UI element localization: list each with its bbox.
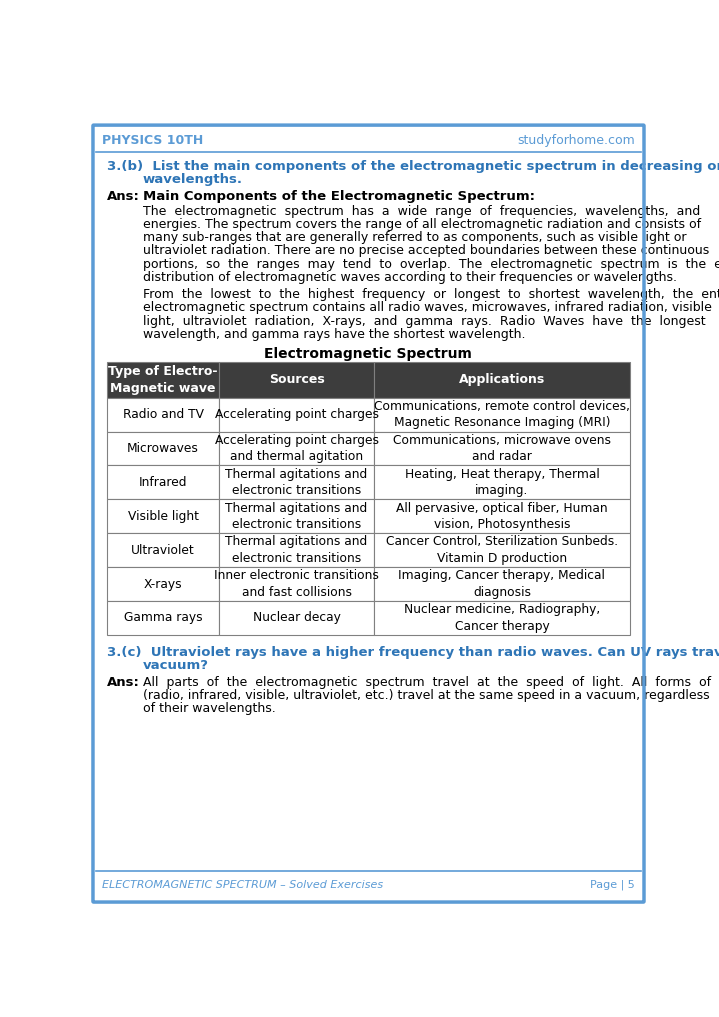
Bar bbox=[107, 499, 219, 533]
Text: electromagnetic spectrum contains all radio waves, microwaves, infrared radiatio: electromagnetic spectrum contains all ra… bbox=[142, 301, 711, 314]
Bar bbox=[374, 567, 630, 601]
Text: Radio and TV: Radio and TV bbox=[123, 408, 203, 421]
Text: Ultraviolet: Ultraviolet bbox=[132, 544, 195, 556]
Text: (radio, infrared, visible, ultraviolet, etc.) travel at the same speed in a vacu: (radio, infrared, visible, ultraviolet, … bbox=[142, 689, 709, 702]
Bar bbox=[374, 533, 630, 567]
Bar bbox=[219, 567, 374, 601]
Text: Visible light: Visible light bbox=[128, 510, 198, 523]
Text: ELECTROMAGNETIC SPECTRUM – Solved Exercises: ELECTROMAGNETIC SPECTRUM – Solved Exerci… bbox=[102, 880, 383, 890]
Bar bbox=[107, 362, 219, 398]
Text: Thermal agitations and
electronic transitions: Thermal agitations and electronic transi… bbox=[226, 468, 367, 497]
Bar bbox=[107, 431, 219, 466]
Text: energies. The spectrum covers the range of all electromagnetic radiation and con: energies. The spectrum covers the range … bbox=[142, 219, 701, 231]
Bar bbox=[107, 533, 219, 567]
Text: Heating, Heat therapy, Thermal
imaging.: Heating, Heat therapy, Thermal imaging. bbox=[405, 468, 599, 497]
Text: Page | 5: Page | 5 bbox=[590, 880, 635, 890]
Text: studyforhome.com: studyforhome.com bbox=[517, 134, 635, 147]
Text: Ans:: Ans: bbox=[107, 190, 139, 202]
Text: Nuclear medicine, Radiography,
Cancer therapy: Nuclear medicine, Radiography, Cancer th… bbox=[404, 603, 600, 633]
Bar bbox=[107, 466, 219, 499]
Text: Thermal agitations and
electronic transitions: Thermal agitations and electronic transi… bbox=[226, 501, 367, 531]
Bar bbox=[107, 567, 219, 601]
Text: The  electromagnetic  spectrum  has  a  wide  range  of  frequencies,  wavelengt: The electromagnetic spectrum has a wide … bbox=[142, 205, 700, 219]
Bar bbox=[219, 362, 374, 398]
Text: Imaging, Cancer therapy, Medical
diagnosis: Imaging, Cancer therapy, Medical diagnos… bbox=[398, 570, 605, 599]
Text: Main Components of the Electromagnetic Spectrum:: Main Components of the Electromagnetic S… bbox=[142, 190, 534, 202]
Text: portions,  so  the  ranges  may  tend  to  overlap.  The  electromagnetic  spect: portions, so the ranges may tend to over… bbox=[142, 257, 719, 271]
Bar bbox=[219, 533, 374, 567]
Text: 3.(c)  Ultraviolet rays have a higher frequency than radio waves. Can UV rays tr: 3.(c) Ultraviolet rays have a higher fre… bbox=[107, 646, 719, 659]
Text: Sources: Sources bbox=[269, 373, 324, 386]
Bar bbox=[374, 398, 630, 431]
Text: Infrared: Infrared bbox=[139, 476, 188, 489]
Text: wavelengths.: wavelengths. bbox=[142, 173, 242, 186]
Bar bbox=[374, 362, 630, 398]
Text: light,  ultraviolet  radiation,  X-rays,  and  gamma  rays.  Radio  Waves  have : light, ultraviolet radiation, X-rays, an… bbox=[142, 314, 705, 327]
Text: Accelerating point charges: Accelerating point charges bbox=[214, 408, 379, 421]
Bar bbox=[374, 499, 630, 533]
Text: of their wavelengths.: of their wavelengths. bbox=[142, 702, 275, 715]
Text: 3.(b)  List the main components of the electromagnetic spectrum in decreasing or: 3.(b) List the main components of the el… bbox=[107, 160, 719, 173]
Bar bbox=[374, 601, 630, 635]
Text: From  the  lowest  to  the  highest  frequency  or  longest  to  shortest  wavel: From the lowest to the highest frequency… bbox=[142, 289, 719, 301]
Text: Communications, microwave ovens
and radar: Communications, microwave ovens and rada… bbox=[393, 434, 611, 464]
Text: Cancer Control, Sterilization Sunbeds.
Vitamin D production: Cancer Control, Sterilization Sunbeds. V… bbox=[386, 535, 618, 564]
Bar bbox=[219, 398, 374, 431]
Bar bbox=[219, 601, 374, 635]
Text: Electromagnetic Spectrum: Electromagnetic Spectrum bbox=[264, 347, 472, 361]
Bar bbox=[219, 499, 374, 533]
Text: distribution of electromagnetic waves according to their frequencies or waveleng: distribution of electromagnetic waves ac… bbox=[142, 271, 677, 284]
Text: ultraviolet radiation. There are no precise accepted boundaries between these co: ultraviolet radiation. There are no prec… bbox=[142, 244, 709, 257]
Text: Gamma rays: Gamma rays bbox=[124, 611, 203, 624]
Text: PHYSICS 10TH: PHYSICS 10TH bbox=[102, 134, 203, 147]
Bar bbox=[107, 601, 219, 635]
Text: Type of Electro-
Magnetic wave: Type of Electro- Magnetic wave bbox=[109, 365, 218, 395]
Text: X-rays: X-rays bbox=[144, 578, 183, 591]
Text: Communications, remote control devices,
Magnetic Resonance Imaging (MRI): Communications, remote control devices, … bbox=[374, 400, 630, 429]
Text: Accelerating point charges
and thermal agitation: Accelerating point charges and thermal a… bbox=[214, 434, 379, 464]
Text: wavelength, and gamma rays have the shortest wavelength.: wavelength, and gamma rays have the shor… bbox=[142, 327, 525, 341]
Text: All pervasive, optical fiber, Human
vision, Photosynthesis: All pervasive, optical fiber, Human visi… bbox=[396, 501, 608, 531]
Bar bbox=[219, 466, 374, 499]
Text: Applications: Applications bbox=[459, 373, 545, 386]
Bar bbox=[219, 431, 374, 466]
Text: Inner electronic transitions
and fast collisions: Inner electronic transitions and fast co… bbox=[214, 570, 379, 599]
Bar bbox=[374, 466, 630, 499]
Text: Thermal agitations and
electronic transitions: Thermal agitations and electronic transi… bbox=[226, 535, 367, 564]
Text: Microwaves: Microwaves bbox=[127, 442, 199, 455]
Text: Ans:: Ans: bbox=[107, 675, 139, 689]
Text: All  parts  of  the  electromagnetic  spectrum  travel  at  the  speed  of  ligh: All parts of the electromagnetic spectru… bbox=[142, 675, 719, 689]
Text: Nuclear decay: Nuclear decay bbox=[252, 611, 341, 624]
Text: vacuum?: vacuum? bbox=[142, 659, 209, 672]
Text: many sub-ranges that are generally referred to as components, such as visible li: many sub-ranges that are generally refer… bbox=[142, 232, 686, 244]
Bar bbox=[107, 398, 219, 431]
Bar bbox=[374, 431, 630, 466]
